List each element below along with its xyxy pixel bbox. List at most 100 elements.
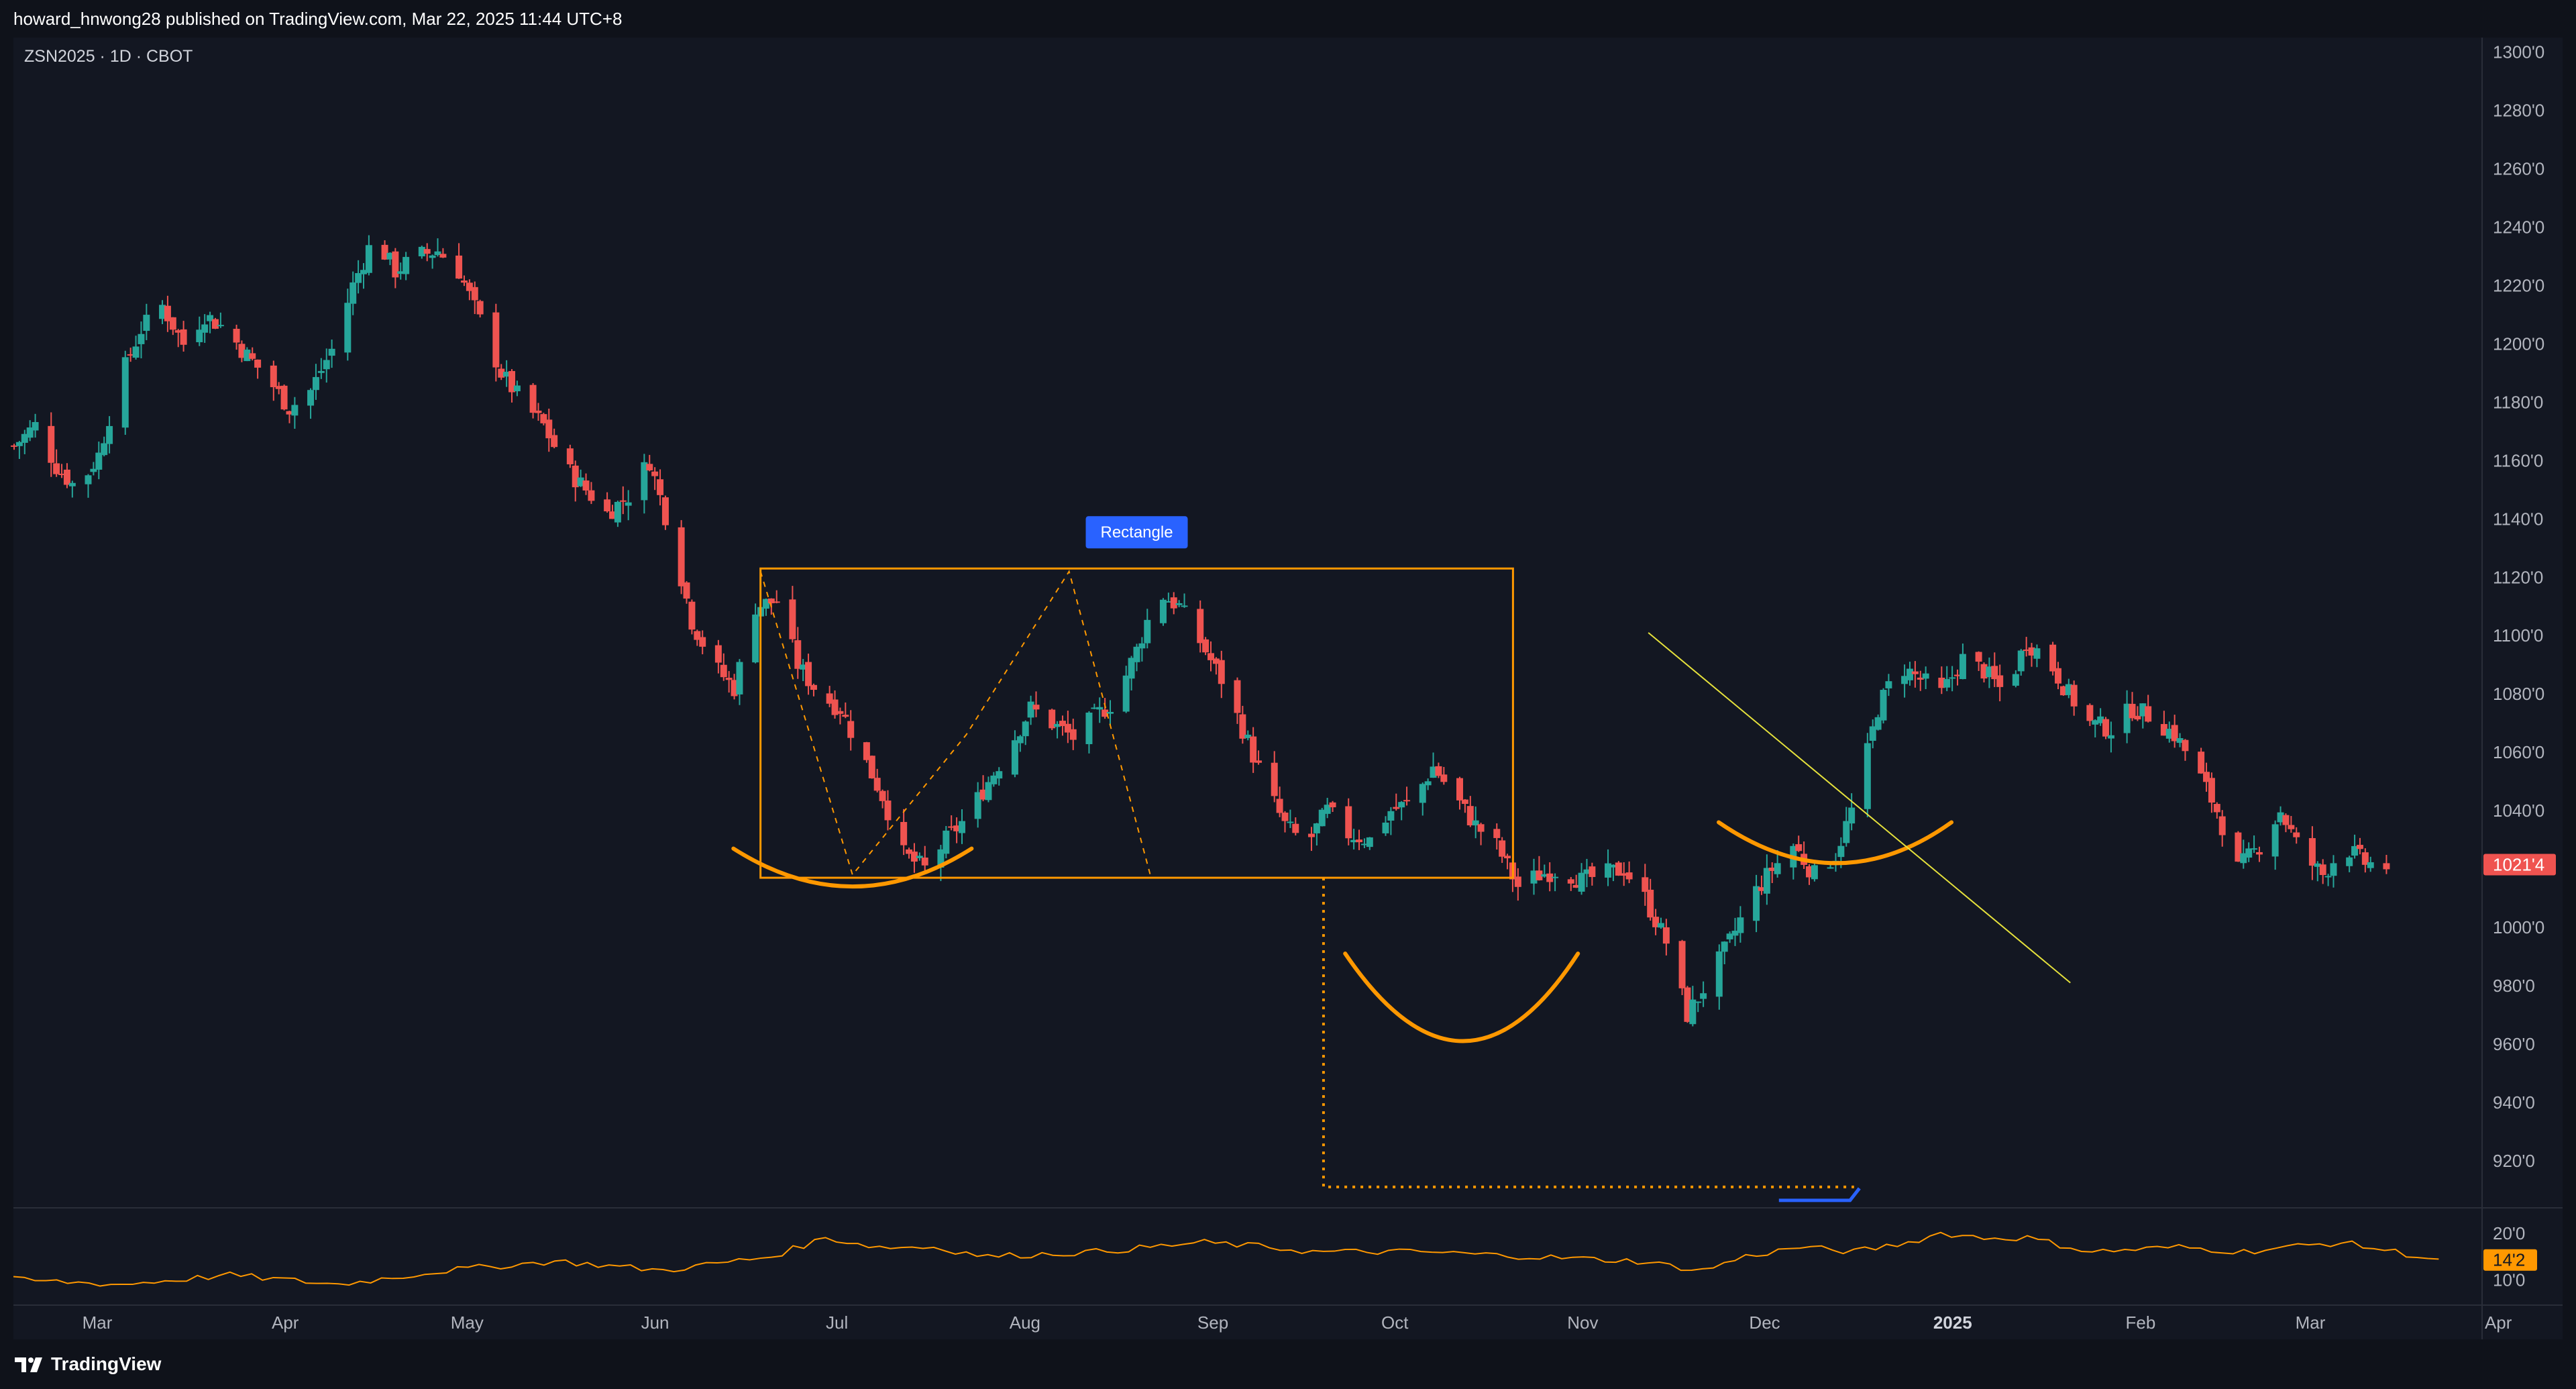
symbol-title[interactable]: ZSN2025 · 1D · CBOT [24, 47, 193, 66]
candle-body [1059, 721, 1066, 727]
candle-body [2145, 706, 2152, 722]
candle-body [68, 482, 76, 486]
candle-body [1657, 923, 1664, 928]
candle-body [2065, 684, 2072, 695]
candle-body [688, 601, 696, 630]
candle-body [588, 490, 595, 501]
candle-body [2049, 644, 2057, 672]
candle-body [1954, 674, 1962, 676]
candle-body [275, 386, 282, 389]
candle-body [805, 662, 812, 686]
time-tick-label: Dec [1749, 1313, 1780, 1333]
candle-body [651, 471, 659, 476]
candle-body [1684, 987, 1691, 1022]
price-tick-label: 1060'0 [2493, 742, 2544, 762]
candle-body [1250, 736, 1257, 763]
candle-body [1805, 866, 1813, 878]
candle-body [159, 305, 166, 319]
candle-body [2308, 838, 2316, 866]
price-tick-label: 1300'0 [2493, 42, 2544, 62]
candle-body [2208, 778, 2215, 803]
candle-body [2271, 824, 2279, 857]
rounded-bottom-arc [1343, 951, 1580, 1043]
candle-body [1477, 824, 1485, 832]
candle-body [196, 329, 203, 342]
candle-body [1181, 605, 1188, 607]
candle-body [1959, 654, 1966, 679]
candle-body [1324, 805, 1331, 814]
candle-body [2255, 852, 2263, 855]
time-tick-label: Oct [1381, 1313, 1409, 1333]
candle-body [1133, 646, 1140, 662]
candle-body [423, 249, 431, 254]
candle-body [1758, 887, 1765, 891]
candle-body [2203, 772, 2210, 782]
candle-body [1652, 917, 1660, 927]
candle-body [1864, 743, 1871, 809]
candle-body [1938, 677, 1945, 688]
candle-body [1329, 802, 1336, 808]
candle-body [699, 637, 706, 647]
candle-body [164, 305, 171, 321]
price-tick-label: 1280'0 [2493, 101, 2544, 121]
candle-body [233, 329, 240, 343]
candle-body [429, 255, 436, 258]
candle-body [2367, 862, 2374, 868]
candle-body [979, 789, 987, 800]
candle-body [386, 252, 394, 260]
candle-body [545, 419, 553, 439]
candle-body [2092, 720, 2099, 725]
candle-body [868, 756, 875, 778]
candle-body [2176, 738, 2184, 743]
tradingview-logo-icon[interactable] [15, 1355, 46, 1374]
time-tick-label: Jun [641, 1313, 669, 1333]
candle-body [95, 452, 103, 470]
candle-body [2165, 729, 2173, 739]
candle-body [646, 464, 653, 471]
candle-body [767, 598, 775, 603]
candle-body [2055, 668, 2062, 684]
candle-body [1218, 660, 1225, 684]
brand-name[interactable]: TradingView [51, 1353, 162, 1374]
candle-body [714, 645, 722, 663]
candle-body [577, 477, 584, 486]
candle-body [1307, 833, 1315, 837]
measured-move-target [1322, 878, 1854, 1188]
candle-body [1202, 639, 1210, 653]
candle-body [1281, 813, 1289, 821]
candle-body [1170, 597, 1177, 609]
candle-body [1578, 872, 1585, 892]
candle-body [1138, 643, 1146, 649]
candle-body [900, 821, 908, 845]
candle-body [604, 499, 611, 512]
last-price-badge [2483, 854, 2556, 876]
candle-body [106, 425, 113, 444]
price-tick-label: 1140'0 [2493, 509, 2543, 529]
candle-body [1424, 781, 1432, 786]
candle-body [1975, 652, 1982, 662]
last-price-label: 1021'4 [2493, 855, 2544, 875]
candle-body [1069, 729, 1077, 740]
candle-body [1695, 1001, 1702, 1003]
candle-body [958, 821, 965, 833]
candle-body [2351, 845, 2359, 856]
candle-body [1609, 864, 1617, 868]
candle-body [1466, 806, 1474, 825]
candle-body [244, 350, 251, 362]
candle-body [2346, 857, 2353, 866]
candle-body [1255, 760, 1263, 763]
candle-body [1366, 837, 1373, 847]
candle-body [1049, 709, 1056, 729]
candle-body [328, 348, 335, 356]
candle-body [1880, 690, 1887, 721]
price-tick-label: 1260'0 [2493, 159, 2544, 179]
price-tick-label: 1160'0 [2493, 450, 2543, 470]
candle-body [683, 582, 690, 599]
candle-body [2356, 845, 2363, 850]
candle-body [1662, 927, 1670, 944]
price-tick-label: 920'0 [2493, 1151, 2535, 1171]
candle-body [355, 272, 362, 283]
candle-body [1435, 766, 1442, 776]
candle-body [1536, 870, 1543, 880]
